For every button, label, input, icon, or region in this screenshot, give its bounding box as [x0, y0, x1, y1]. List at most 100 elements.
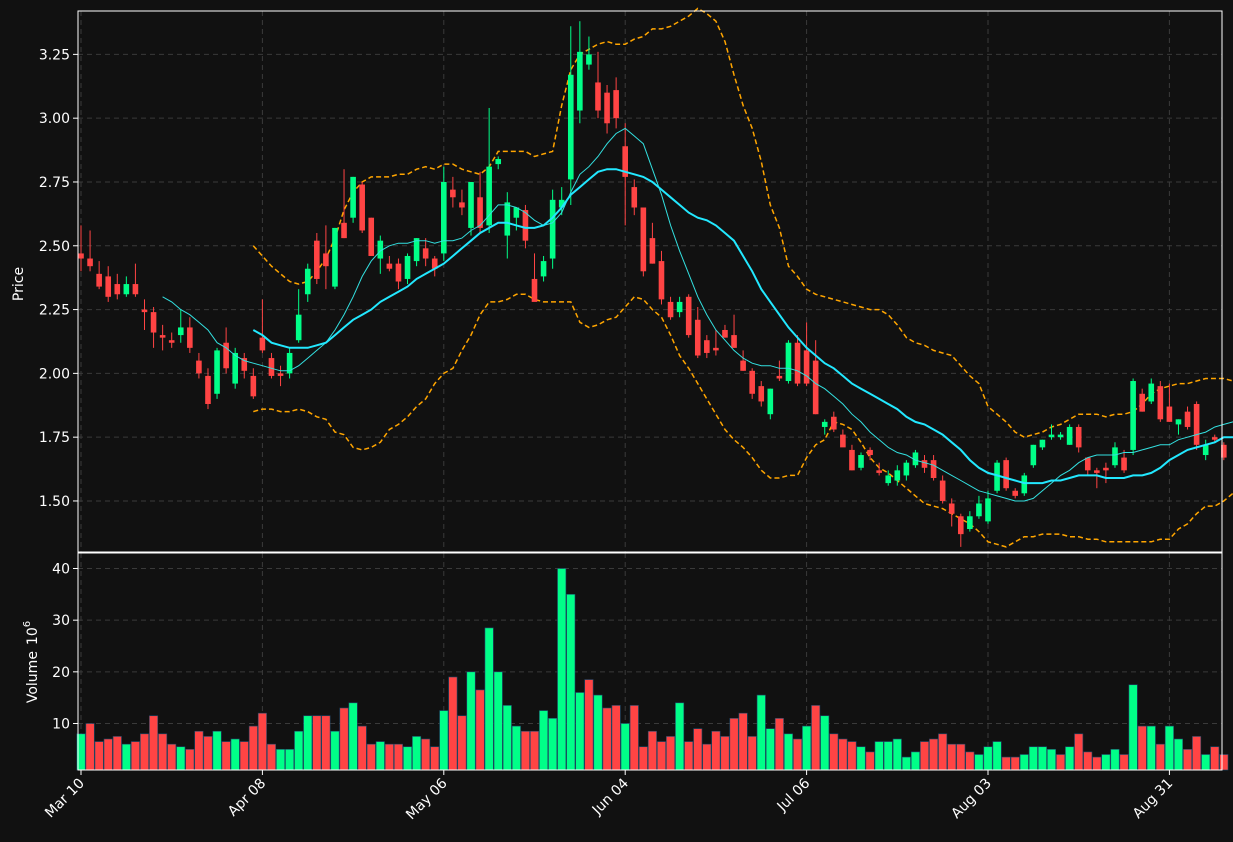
candle-body-down [930, 460, 937, 478]
volume-bar-down [1056, 754, 1066, 771]
volume-axis-label: Volume 106 [22, 621, 41, 703]
price-candles [78, 21, 1227, 547]
volume-bar-up [294, 730, 304, 771]
volume-bar-down [829, 733, 839, 771]
candle-body-down [957, 516, 964, 535]
candle-body-down [803, 350, 810, 384]
candle-body-down [776, 375, 783, 379]
volume-bar-up [412, 736, 422, 771]
candle-body-up [821, 421, 828, 427]
candle-body-up [1030, 444, 1037, 466]
volume-bar-down [1001, 756, 1011, 771]
candle-body-up [214, 350, 220, 394]
candle-body-down [141, 309, 148, 313]
candle-body-down [241, 358, 248, 371]
candle-body-down [631, 187, 638, 208]
candle-body-up [495, 159, 502, 165]
candle-body-up [1130, 381, 1136, 450]
candle-body-down [314, 240, 320, 279]
volume-bar-down [366, 743, 376, 771]
volume-bar-down [747, 736, 757, 771]
candle-body-down [87, 258, 93, 267]
candle-body-down [713, 347, 719, 351]
volume-bar-down [811, 705, 821, 771]
bollinger-bands [252, 7, 1233, 548]
candle-body-down [1221, 444, 1227, 458]
price-tick-label: 3.25 [39, 47, 70, 63]
volume-bar-up [575, 692, 585, 771]
volume-bar-down [947, 743, 957, 771]
volume-bar-down [929, 738, 939, 771]
volume-bar-down [847, 741, 857, 771]
volume-bar-up [230, 738, 240, 771]
candle-body-up [504, 202, 511, 236]
volume-y-axis: 10 20 30 40 [52, 562, 78, 733]
volume-bar-down [529, 730, 539, 771]
volume-bar-down [85, 723, 95, 771]
candle-body-down [658, 261, 665, 300]
candle-body-down [685, 296, 692, 336]
volume-bar-up [121, 743, 131, 771]
candle-body-down [876, 470, 882, 473]
candle-body-up [586, 54, 592, 65]
candle-body-down [1166, 406, 1173, 422]
volume-bar-down [720, 736, 730, 771]
candle-body-up [549, 199, 556, 259]
volume-bar-down [684, 741, 694, 771]
volume-bar-down [647, 730, 657, 771]
volume-bar-up [212, 730, 222, 771]
candle-body-down [740, 360, 746, 371]
volume-bars [76, 568, 1229, 771]
volume-bar-up [330, 730, 340, 771]
volume-bar-down [666, 736, 676, 771]
volume-bar-down [1183, 749, 1193, 771]
candle-body-down [422, 248, 429, 259]
candle-body-down [168, 340, 175, 343]
candle-body-down [1193, 403, 1200, 445]
candle-body-down [431, 258, 438, 269]
volume-bar-down [965, 751, 975, 771]
candle-body-down [812, 360, 819, 415]
volume-bar-down [1192, 736, 1202, 771]
candle-body-up [858, 455, 864, 468]
volume-bar-down [1137, 725, 1147, 771]
price-tick-label: 1.75 [39, 430, 70, 446]
candle-body-down [450, 189, 456, 198]
candle-body-down [939, 480, 946, 501]
volume-bar-down [257, 712, 267, 771]
volume-bar-up [1101, 754, 1111, 771]
candle-body-up [558, 199, 565, 208]
volume-bar-up [1046, 749, 1056, 771]
candle-body-up [468, 181, 474, 228]
volume-bar-down [838, 738, 848, 771]
volume-bar-up [375, 741, 385, 771]
volume-bar-down [103, 738, 113, 771]
candle-body-down [667, 301, 674, 318]
candle-body-down [1139, 393, 1145, 412]
candle-body-down [395, 263, 402, 282]
candle-body-down [205, 375, 211, 404]
candle-body-down [132, 284, 139, 295]
volume-tick-label: 40 [52, 562, 70, 578]
volume-bar-down [865, 751, 875, 771]
candle-body-up [1048, 434, 1055, 438]
candle-body-up [1112, 447, 1118, 466]
volume-bar-down [239, 741, 249, 771]
candle-body-down [758, 386, 765, 402]
volume-bar-down [357, 725, 367, 771]
volume-bar-down [266, 743, 276, 771]
volume-bar-up [1128, 684, 1138, 771]
candle-body-up [1039, 439, 1046, 448]
volume-bar-up [910, 751, 920, 771]
candle-body-up [967, 516, 973, 530]
volume-bar-down [393, 743, 403, 771]
candle-body-up [441, 181, 447, 254]
volume-bar-up [439, 710, 449, 771]
volume-bar-up [466, 671, 476, 771]
candle-body-up [540, 261, 547, 277]
short-moving-average-line [162, 127, 1233, 502]
candle-body-up [486, 166, 492, 226]
candle-body-down [1003, 460, 1009, 489]
volume-bar-down [1119, 754, 1129, 771]
